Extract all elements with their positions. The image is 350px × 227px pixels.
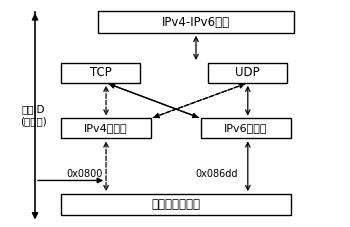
Bar bbox=[208, 63, 287, 83]
Text: UDP: UDP bbox=[235, 66, 260, 79]
Bar bbox=[61, 63, 140, 83]
Bar bbox=[61, 118, 150, 138]
Text: TCP: TCP bbox=[90, 66, 112, 79]
Text: 0x0800: 0x0800 bbox=[67, 169, 103, 179]
Bar bbox=[201, 118, 290, 138]
Text: IPv4协议栈: IPv4协议栈 bbox=[84, 123, 128, 133]
Text: (以太网): (以太网) bbox=[20, 116, 47, 126]
Text: IPv4-IPv6应用: IPv4-IPv6应用 bbox=[162, 16, 230, 29]
Text: IPv6协议栈: IPv6协议栈 bbox=[224, 123, 268, 133]
Text: 网络（以太网）: 网络（以太网） bbox=[151, 198, 200, 211]
Text: 协议ID: 协议ID bbox=[21, 104, 45, 114]
Text: 0x086dd: 0x086dd bbox=[196, 169, 238, 179]
Bar bbox=[61, 194, 290, 215]
Bar bbox=[98, 11, 294, 33]
